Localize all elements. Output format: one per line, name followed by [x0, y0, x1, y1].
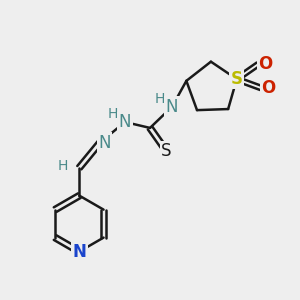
Text: S: S	[231, 70, 243, 88]
Text: N: N	[166, 98, 178, 116]
Text: H: H	[107, 107, 118, 121]
Text: N: N	[119, 113, 131, 131]
Text: H: H	[154, 92, 165, 106]
Text: O: O	[258, 56, 272, 74]
Text: N: N	[72, 243, 86, 261]
Text: O: O	[261, 79, 275, 97]
Text: N: N	[98, 134, 111, 152]
Text: S: S	[161, 142, 171, 160]
Text: H: H	[58, 159, 68, 173]
